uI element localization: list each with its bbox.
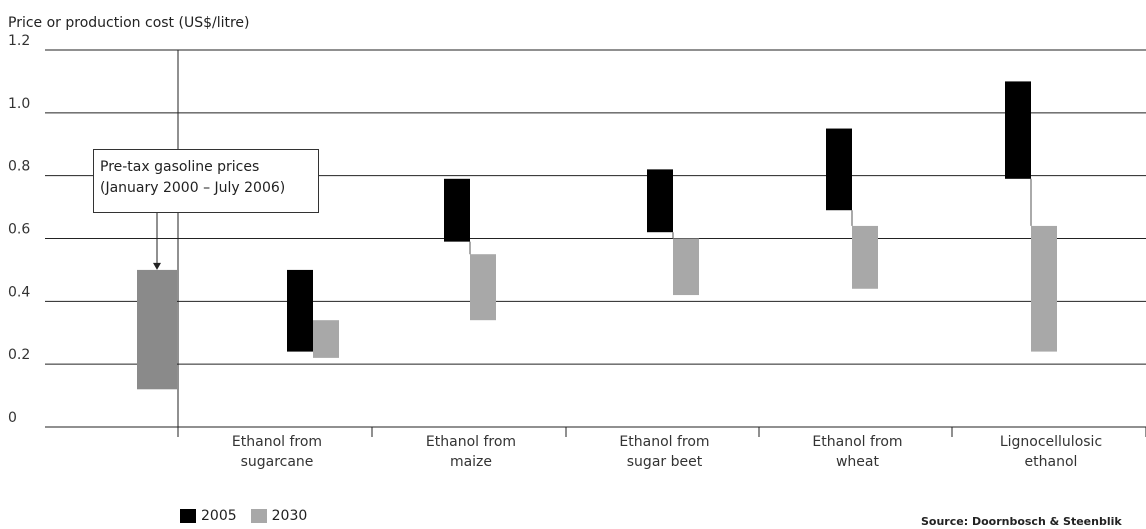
- range-bar-2005: [444, 178, 470, 242]
- range-bar-2005: [826, 128, 852, 211]
- callout-arrow-head: [153, 262, 161, 270]
- y-tick-labels: 0 0.2 0.4 0.6 0.8 1.0 1.2: [8, 33, 30, 426]
- y-tick-label: 0.8: [8, 159, 30, 175]
- gasoline-price-callout: Pre-tax gasoline prices (January 2000 – …: [93, 149, 319, 213]
- range-bar-2030: [313, 320, 339, 358]
- x-category-label: Ethanol from: [426, 434, 516, 450]
- y-tick-label: 1.0: [8, 96, 30, 112]
- legend: 2005 2030: [180, 508, 321, 524]
- y-tick-label: 1.2: [8, 33, 30, 49]
- y-tick-label: 0.4: [8, 284, 30, 300]
- callout-line-1: Pre-tax gasoline prices: [100, 159, 260, 175]
- legend-swatch-2030: [250, 509, 267, 523]
- legend-swatch-2005: [180, 509, 196, 523]
- range-bar-2030: [470, 254, 496, 321]
- range-bars: [137, 81, 1057, 390]
- legend-label-2030: 2030: [271, 508, 308, 524]
- x-category-label: Ethanol from: [232, 434, 322, 450]
- y-tick-label: 0.6: [8, 222, 30, 238]
- x-category-label: ethanol: [1025, 454, 1078, 470]
- x-category-label: sugar beet: [627, 454, 703, 470]
- y-tick-label: 0.2: [8, 347, 30, 363]
- range-bar-2005: [287, 269, 313, 352]
- legend-item-2005: 2005: [180, 508, 237, 524]
- x-category-label: Lignocellulosic: [1000, 434, 1102, 450]
- range-bar-2005: [647, 169, 673, 233]
- source-note: Source: Doornbosch & Steenblik: [921, 515, 1122, 528]
- x-category-label: wheat: [836, 454, 880, 470]
- callout-line-2: (January 2000 – July 2006): [100, 180, 286, 196]
- legend-label-2005: 2005: [201, 508, 237, 524]
- range-bar-2030: [852, 225, 878, 289]
- range-bar-2005: [1005, 81, 1031, 179]
- range-bar-2030: [1031, 225, 1057, 352]
- x-axis: Ethanol from sugarcane Ethanol from maize Et…: [177, 50, 1146, 470]
- legend-item-2030: 2030: [250, 508, 308, 524]
- gridlines: [45, 49, 1146, 428]
- x-category-label: Ethanol from: [619, 434, 709, 450]
- range-bar-2030: [673, 238, 699, 296]
- x-category-label: maize: [450, 454, 492, 470]
- x-category-label: sugarcane: [241, 454, 314, 470]
- gasoline-price-bar: [137, 269, 177, 390]
- y-tick-label: 0: [8, 410, 17, 426]
- x-category-label: Ethanol from: [812, 434, 902, 450]
- y-axis-title: Price or production cost (US$/litre): [8, 15, 250, 31]
